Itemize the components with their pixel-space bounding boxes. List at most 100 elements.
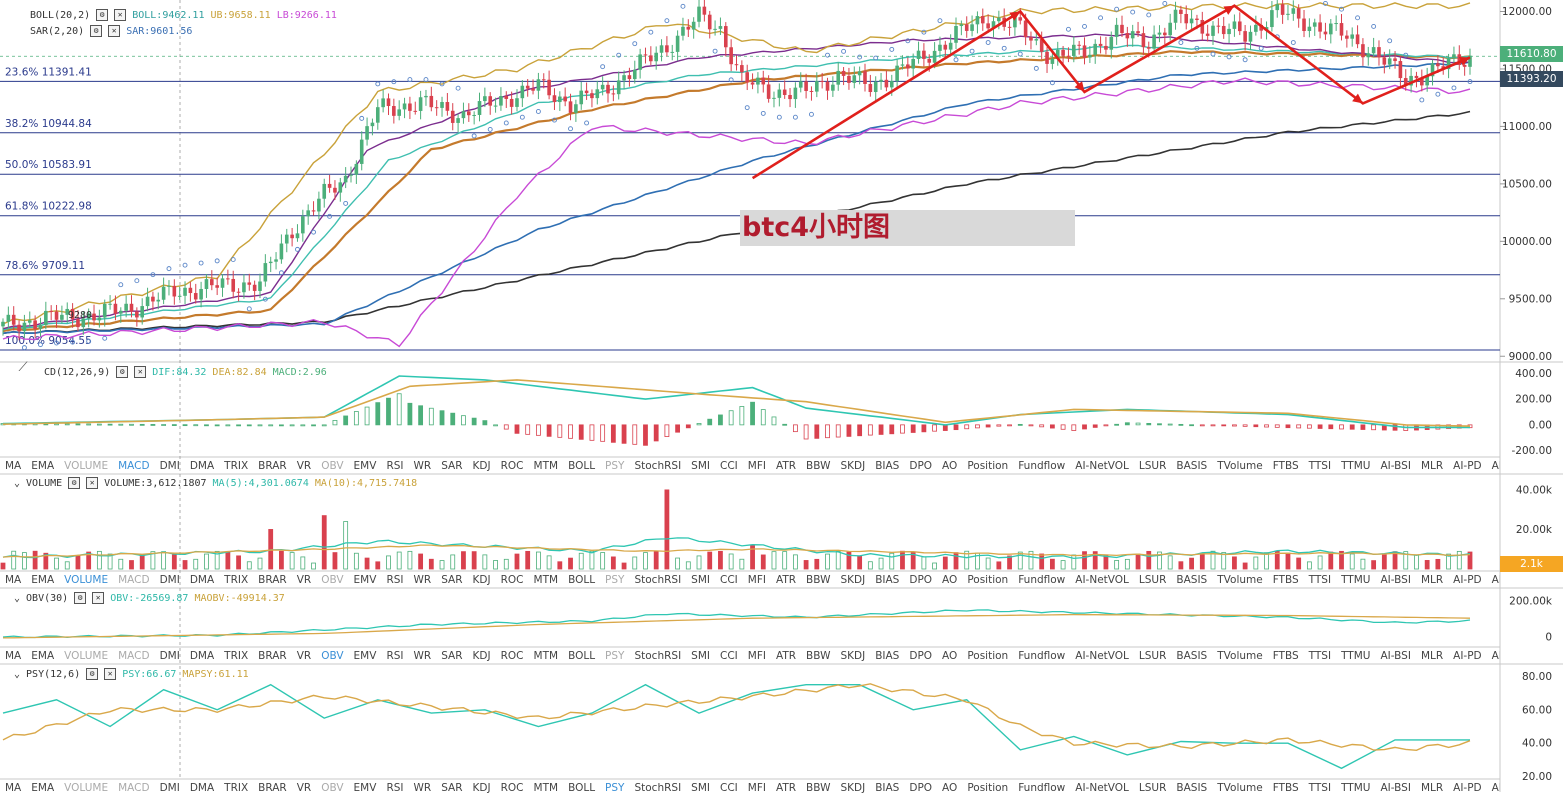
indicator-tab-ai-bsi[interactable]: AI-BSI bbox=[1380, 782, 1411, 794]
indicator-tab-ai-pd[interactable]: AI-PD bbox=[1453, 782, 1482, 794]
indicator-tab-sar[interactable]: SAR bbox=[441, 460, 463, 472]
indicator-tab-stochrsi[interactable]: StochRSI bbox=[634, 650, 682, 662]
indicator-tab-basis[interactable]: BASIS bbox=[1176, 460, 1208, 472]
close-icon[interactable]: ✕ bbox=[86, 477, 99, 489]
indicator-tab-wr[interactable]: WR bbox=[413, 574, 432, 586]
indicator-tab-sar[interactable]: SAR bbox=[441, 782, 463, 794]
indicator-tab-ema[interactable]: EMA bbox=[31, 782, 55, 794]
indicator-tab-ma[interactable]: MA bbox=[5, 650, 22, 662]
indicator-tab-position[interactable]: Position bbox=[967, 574, 1009, 586]
indicator-tab-brar[interactable]: BRAR bbox=[258, 782, 287, 794]
indicator-tab-ttsi[interactable]: TTSI bbox=[1308, 460, 1332, 472]
indicator-tab-mtm[interactable]: MTM bbox=[533, 460, 559, 472]
close-icon[interactable]: ✕ bbox=[104, 668, 117, 680]
indicator-tab-ai-netvol[interactable]: AI-NetVOL bbox=[1075, 574, 1129, 586]
indicator-tab-ma[interactable]: MA bbox=[5, 782, 22, 794]
indicator-tab-tvolume[interactable]: TVolume bbox=[1217, 650, 1263, 662]
chevron-down-icon[interactable]: ⌄ bbox=[14, 592, 21, 604]
indicator-tab-ttmu[interactable]: TTMU bbox=[1341, 782, 1371, 794]
indicator-tab-sar[interactable]: SAR bbox=[441, 650, 463, 662]
indicator-tab-bbw[interactable]: BBW bbox=[806, 460, 831, 472]
indicator-tab-bias[interactable]: BIAS bbox=[875, 782, 900, 794]
indicator-tab-emv[interactable]: EMV bbox=[353, 460, 377, 472]
indicator-tab-kdj[interactable]: KDJ bbox=[472, 650, 491, 662]
indicator-tab-kdj[interactable]: KDJ bbox=[472, 574, 491, 586]
indicator-tab-rsi[interactable]: RSI bbox=[386, 782, 404, 794]
indicator-tab-boll[interactable]: BOLL bbox=[568, 460, 596, 472]
indicator-tab-roc[interactable]: ROC bbox=[500, 782, 524, 794]
indicator-tab-smi[interactable]: SMI bbox=[691, 782, 710, 794]
indicator-tab-ai-pd[interactable]: AI-PD bbox=[1453, 650, 1482, 662]
indicator-tab-ai-fdi[interactable]: AI-FDI bbox=[1491, 782, 1500, 794]
indicator-tab-obv[interactable]: OBV bbox=[321, 574, 344, 586]
indicator-tab-bbw[interactable]: BBW bbox=[806, 574, 831, 586]
indicator-tab-ema[interactable]: EMA bbox=[31, 574, 55, 586]
indicator-tab-emv[interactable]: EMV bbox=[353, 782, 377, 794]
indicator-tab-bias[interactable]: BIAS bbox=[875, 460, 900, 472]
indicator-tab-ao[interactable]: AO bbox=[942, 650, 958, 662]
indicator-tab-rsi[interactable]: RSI bbox=[386, 650, 404, 662]
indicator-tab-mtm[interactable]: MTM bbox=[533, 782, 559, 794]
indicator-tab-dmi[interactable]: DMI bbox=[159, 574, 180, 586]
indicator-tab-ai-pd[interactable]: AI-PD bbox=[1453, 574, 1482, 586]
indicator-tab-ai-pd[interactable]: AI-PD bbox=[1453, 460, 1482, 472]
indicator-tab-dmi[interactable]: DMI bbox=[159, 782, 180, 794]
indicator-tab-ftbs[interactable]: FTBS bbox=[1272, 782, 1299, 794]
indicator-tab-ai-fdi[interactable]: AI-FDI bbox=[1491, 650, 1500, 662]
indicator-tab-atr[interactable]: ATR bbox=[775, 460, 797, 472]
indicator-tab-cci[interactable]: CCI bbox=[720, 782, 738, 794]
indicator-tab-stochrsi[interactable]: StochRSI bbox=[634, 574, 682, 586]
indicator-tab-volume[interactable]: VOLUME bbox=[64, 782, 109, 794]
indicator-tab-ao[interactable]: AO bbox=[942, 460, 958, 472]
indicator-tab-psy[interactable]: PSY bbox=[605, 460, 625, 472]
indicator-tab-vr[interactable]: VR bbox=[296, 460, 312, 472]
indicator-tab-cci[interactable]: CCI bbox=[720, 574, 738, 586]
settings-gear-icon[interactable]: ⚙ bbox=[90, 25, 103, 37]
indicator-tab-ttmu[interactable]: TTMU bbox=[1341, 650, 1371, 662]
drawing-tool-icon[interactable]: ⟋ bbox=[18, 360, 28, 375]
indicator-tab-ma[interactable]: MA bbox=[5, 574, 22, 586]
settings-gear-icon[interactable]: ⚙ bbox=[116, 366, 129, 378]
indicator-tab-dmi[interactable]: DMI bbox=[159, 460, 180, 472]
indicator-tab-basis[interactable]: BASIS bbox=[1176, 782, 1208, 794]
indicator-tab-tvolume[interactable]: TVolume bbox=[1217, 782, 1263, 794]
indicator-tab-ttsi[interactable]: TTSI bbox=[1308, 650, 1332, 662]
indicator-tab-vr[interactable]: VR bbox=[296, 574, 312, 586]
indicator-tab-skdj[interactable]: SKDJ bbox=[840, 650, 866, 662]
indicator-tab-brar[interactable]: BRAR bbox=[258, 650, 287, 662]
indicator-tab-volume[interactable]: VOLUME bbox=[64, 574, 109, 586]
indicator-tab-roc[interactable]: ROC bbox=[500, 574, 524, 586]
indicator-tab-volume[interactable]: VOLUME bbox=[64, 460, 109, 472]
indicator-tab-stochrsi[interactable]: StochRSI bbox=[634, 460, 682, 472]
indicator-tab-mlr[interactable]: MLR bbox=[1420, 782, 1444, 794]
indicator-tab-roc[interactable]: ROC bbox=[500, 650, 524, 662]
indicator-tab-trix[interactable]: TRIX bbox=[224, 782, 249, 794]
indicator-tab-fundflow[interactable]: Fundflow bbox=[1018, 782, 1066, 794]
indicator-tab-ema[interactable]: EMA bbox=[31, 460, 55, 472]
close-icon[interactable]: ✕ bbox=[114, 9, 127, 21]
settings-gear-icon[interactable]: ⚙ bbox=[86, 668, 99, 680]
indicator-tab-bias[interactable]: BIAS bbox=[875, 650, 900, 662]
indicator-tab-dma[interactable]: DMA bbox=[189, 574, 215, 586]
indicator-tab-ao[interactable]: AO bbox=[942, 574, 958, 586]
indicator-tab-smi[interactable]: SMI bbox=[691, 650, 710, 662]
indicator-tab-ttmu[interactable]: TTMU bbox=[1341, 460, 1371, 472]
indicator-tab-macd[interactable]: MACD bbox=[118, 650, 150, 662]
indicator-tab-ttmu[interactable]: TTMU bbox=[1341, 574, 1371, 586]
indicator-tab-bbw[interactable]: BBW bbox=[806, 782, 831, 794]
indicator-tab-dpo[interactable]: DPO bbox=[909, 460, 933, 472]
indicator-tab-bbw[interactable]: BBW bbox=[806, 650, 831, 662]
indicator-tab-fundflow[interactable]: Fundflow bbox=[1018, 650, 1066, 662]
indicator-tab-mfi[interactable]: MFI bbox=[747, 460, 766, 472]
indicator-tab-lsur[interactable]: LSUR bbox=[1138, 782, 1167, 794]
indicator-tab-ai-bsi[interactable]: AI-BSI bbox=[1380, 460, 1411, 472]
indicator-tab-dpo[interactable]: DPO bbox=[909, 574, 933, 586]
indicator-tab-mlr[interactable]: MLR bbox=[1420, 574, 1444, 586]
indicator-tab-wr[interactable]: WR bbox=[413, 460, 432, 472]
indicator-tab-skdj[interactable]: SKDJ bbox=[840, 460, 866, 472]
indicator-tab-dpo[interactable]: DPO bbox=[909, 650, 933, 662]
indicator-tab-ao[interactable]: AO bbox=[942, 782, 958, 794]
indicator-tab-ai-netvol[interactable]: AI-NetVOL bbox=[1075, 650, 1129, 662]
indicator-tab-dma[interactable]: DMA bbox=[189, 782, 215, 794]
indicator-tab-ema[interactable]: EMA bbox=[31, 650, 55, 662]
